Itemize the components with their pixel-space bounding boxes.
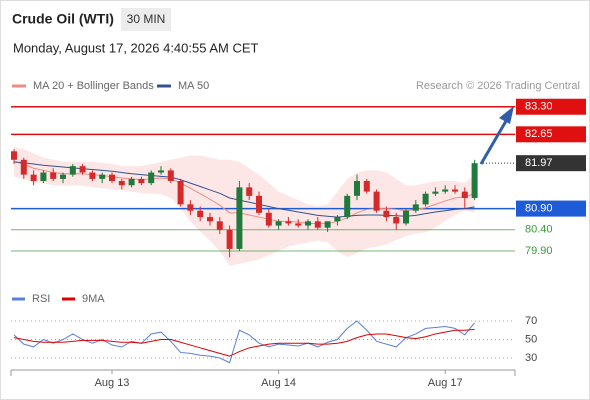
title: Crude Oil (WTI): [12, 11, 114, 27]
candle-body: [354, 181, 360, 196]
candle-body: [177, 181, 184, 205]
candle-body: [314, 221, 321, 228]
candle-body: [246, 187, 253, 196]
rsi-line: [13, 328, 475, 357]
level-label: 79.90: [525, 245, 553, 257]
candle-body: [197, 210, 204, 218]
timeframe: 30 MIN: [127, 12, 166, 26]
candle-body: [60, 174, 66, 179]
candle-body: [461, 191, 468, 198]
candle-body: [265, 212, 272, 226]
candle-body: [207, 217, 213, 222]
candle-body: [50, 172, 57, 179]
candle-body: [226, 229, 233, 249]
candle-body: [11, 151, 17, 160]
legend-label: MA 50: [178, 80, 209, 92]
candle-body: [89, 172, 96, 179]
candle-body: [167, 170, 174, 181]
candle-body: [383, 210, 390, 218]
candle-body: [393, 217, 400, 224]
candle-body: [30, 174, 37, 181]
x-tick-label: Aug 14: [261, 377, 296, 389]
y-tick-label: 30: [525, 352, 537, 364]
candle-body: [334, 217, 341, 222]
level-label: 82.65: [525, 128, 553, 140]
level-label: 80.40: [525, 224, 553, 236]
forecast-arrowhead: [499, 106, 514, 124]
candle-body: [442, 189, 449, 192]
legend-label: MA 20 + Bollinger Bands: [33, 80, 154, 92]
forecast-arrow: [479, 120, 508, 165]
candle-body: [79, 166, 86, 173]
candle-body: [40, 172, 47, 181]
level-box: [516, 155, 586, 172]
bollinger-band: [14, 147, 475, 266]
candle-body: [118, 181, 125, 186]
timeframe-box: [121, 8, 171, 31]
candle-body: [236, 187, 243, 249]
rsi-line: [13, 320, 475, 364]
candle-body: [295, 223, 302, 226]
source: Research © 2026 Trading Central: [416, 80, 580, 92]
candle-body: [403, 210, 409, 224]
level-box: [516, 126, 586, 143]
level-label: 81.97: [525, 157, 553, 169]
x-tick-label: Aug 13: [95, 377, 130, 389]
candle-body: [216, 221, 223, 230]
candle-body: [148, 172, 155, 184]
candle-body: [432, 191, 439, 194]
candle-body: [128, 178, 135, 186]
candle-body: [187, 204, 194, 211]
x-tick-label: Aug 17: [428, 377, 463, 389]
candle-body: [285, 221, 292, 224]
candle-body: [373, 191, 380, 211]
candle-body: [109, 174, 115, 181]
candle-body: [471, 163, 478, 198]
y-tick-label: 50: [525, 333, 537, 345]
candle-body: [256, 195, 262, 213]
ma-line: [13, 161, 475, 218]
y-tick-label: 70: [525, 315, 537, 327]
level-box: [516, 98, 586, 115]
legend-label: RSI: [32, 293, 50, 305]
candle-body: [20, 159, 27, 175]
candle-body: [344, 195, 351, 218]
candle-body: [412, 204, 419, 211]
candle-body: [324, 221, 331, 228]
legend-label: 9MA: [82, 293, 105, 305]
candle-body: [275, 221, 282, 226]
candle-body: [69, 166, 76, 175]
candle-body: [422, 193, 429, 205]
level-box: [516, 200, 586, 217]
candle-body: [363, 181, 370, 192]
candle-body: [99, 174, 106, 179]
level-label: 80.90: [525, 202, 553, 214]
level-label: 83.30: [525, 101, 553, 113]
candle-body: [158, 170, 164, 173]
candle-body: [305, 221, 311, 226]
candle-body: [138, 178, 145, 184]
datetime: Monday, August 17, 2026 4:40:55 AM CET: [13, 40, 259, 55]
candle-body: [452, 189, 458, 192]
